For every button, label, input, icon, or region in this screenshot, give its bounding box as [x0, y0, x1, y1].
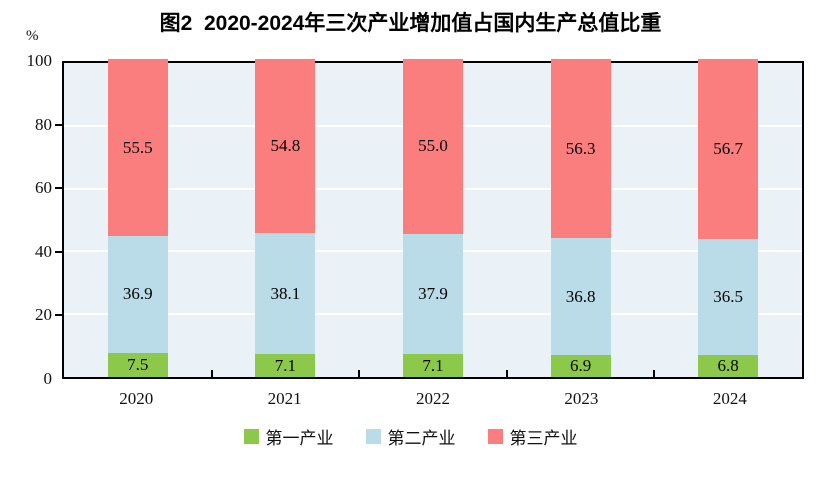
y-axis-tick-label: 40 — [35, 241, 52, 261]
data-label: 36.8 — [565, 286, 596, 306]
bar-segment: 37.9 — [402, 233, 463, 355]
bar-segment: 56.7 — [698, 59, 759, 240]
bar-segment: 38.1 — [255, 233, 316, 355]
data-label: 7.1 — [422, 355, 444, 375]
bar-segment: 55.0 — [402, 59, 463, 234]
category-slot: 6.8 36.5 56.7 — [654, 59, 802, 377]
data-label: 7.5 — [127, 355, 149, 375]
data-label: 6.8 — [717, 356, 739, 376]
data-label: 37.9 — [418, 284, 448, 304]
bar-segment: 7.5 — [107, 353, 168, 377]
bar-segment: 54.8 — [255, 59, 316, 234]
legend-swatch-icon — [365, 429, 381, 444]
category-slot: 7.1 38.1 54.8 — [212, 59, 360, 377]
y-axis-tick-mark — [55, 314, 62, 317]
bar-segment: 36.8 — [550, 238, 611, 356]
bar-segment: 6.8 — [698, 355, 759, 377]
x-axis-labels: 2020 2021 2022 2023 2024 — [62, 389, 804, 409]
data-label: 38.1 — [270, 283, 301, 303]
y-axis-tick-mark — [55, 123, 62, 126]
chart-title: 图2 2020-2024年三次产业增加值占国内生产总值比重 — [159, 12, 662, 35]
bar-segment: 36.9 — [107, 235, 168, 354]
data-label: 56.3 — [565, 138, 596, 158]
y-axis-tick-label: 80 — [35, 114, 52, 134]
data-label: 6.9 — [569, 356, 592, 376]
legend-item: 第二产业 — [365, 424, 456, 449]
stacked-bar-2022: 7.1 37.9 55.0 — [402, 59, 463, 377]
legend-item: 第一产业 — [243, 424, 334, 449]
y-axis-tick-label: 60 — [35, 178, 52, 198]
data-label: 36.9 — [122, 284, 153, 304]
data-label: 55.0 — [418, 136, 448, 156]
data-label: 55.5 — [122, 137, 153, 157]
x-axis-category-label: 2024 — [712, 389, 747, 408]
plot-area: 7.5 36.9 55.5 7.1 38.1 54.8 7.1 37.9 55.0 6.9 36.8… — [62, 59, 804, 379]
x-axis-category-label: 2023 — [564, 389, 599, 408]
y-axis-tick-label: 0 — [43, 369, 53, 388]
legend-label: 第一产业 — [265, 429, 334, 448]
data-label: 7.1 — [274, 355, 297, 375]
y-axis-tick-label: 100 — [26, 51, 53, 70]
x-axis-category-label: 2020 — [119, 389, 154, 408]
bar-segment: 6.9 — [550, 355, 611, 377]
x-axis-category-label: 2022 — [416, 389, 451, 408]
bar-segment: 36.5 — [698, 239, 759, 356]
category-slot: 6.9 36.8 56.3 — [507, 59, 655, 377]
x-axis-category-label: 2021 — [267, 389, 302, 408]
legend-label: 第二产业 — [387, 429, 456, 448]
data-label: 54.8 — [270, 136, 301, 156]
stacked-bar-2021: 7.1 38.1 54.8 — [255, 59, 316, 377]
legend-item: 第三产业 — [487, 424, 578, 449]
x-axis-tick-mark — [505, 370, 508, 377]
category-slot: 7.5 36.9 55.5 — [64, 59, 212, 377]
bar-segment: 55.5 — [107, 59, 168, 236]
legend-swatch-icon — [243, 429, 259, 444]
stacked-bar-2020: 7.5 36.9 55.5 — [107, 59, 168, 377]
bar-segment: 7.1 — [255, 354, 316, 377]
bar-segment: 56.3 — [550, 59, 611, 239]
y-axis-unit-label: % — [26, 28, 39, 44]
stacked-bar-2024: 6.8 36.5 56.7 — [698, 59, 759, 377]
bar-segment: 7.1 — [402, 354, 463, 377]
stacked-bar-2023: 6.9 36.8 56.3 — [550, 59, 611, 377]
y-axis-tick-mark — [55, 250, 62, 253]
y-axis-tick-label: 20 — [35, 305, 52, 325]
category-slot: 7.1 37.9 55.0 — [359, 59, 507, 377]
legend-swatch-icon — [487, 429, 503, 444]
x-axis-tick-mark — [653, 370, 656, 377]
legend: 第一产业 第二产业 第三产业 — [0, 424, 821, 449]
y-axis-tick-mark — [55, 187, 62, 190]
data-label: 36.5 — [713, 287, 744, 307]
legend-label: 第三产业 — [509, 429, 578, 448]
data-label: 56.7 — [713, 139, 744, 159]
x-axis-tick-mark — [358, 370, 361, 377]
x-axis-tick-mark — [210, 370, 213, 377]
bar-groups: 7.5 36.9 55.5 7.1 38.1 54.8 7.1 37.9 55.0 6.9 36.8… — [64, 59, 802, 377]
